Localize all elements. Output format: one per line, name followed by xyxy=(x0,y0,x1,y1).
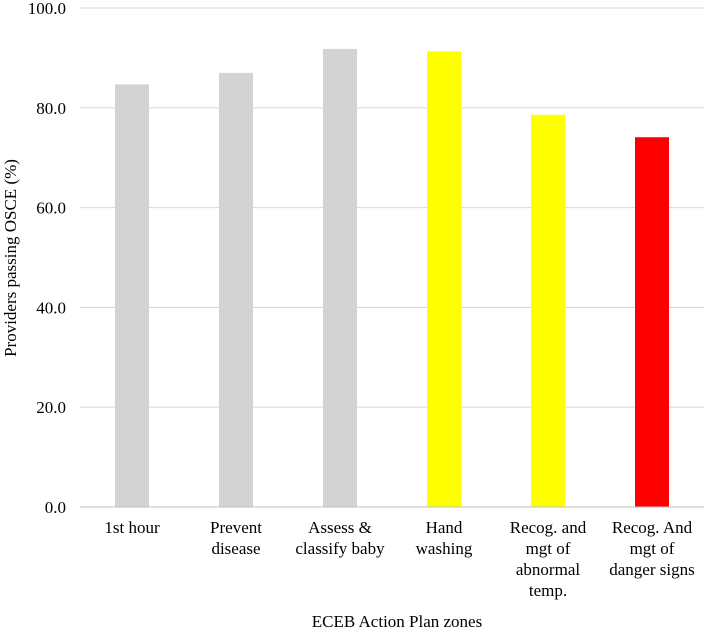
x-category-label-line: temp. xyxy=(529,581,567,600)
x-category-label-line: Prevent xyxy=(210,518,262,537)
bar xyxy=(635,137,669,507)
y-tick-labels: 0.0 20.0 40.0 60.0 80.0 100.0 xyxy=(28,0,66,517)
gridlines xyxy=(80,7,704,408)
x-category-labels: 1st hour Prevent disease Assess & classify b… xyxy=(104,518,694,600)
bar xyxy=(115,84,149,508)
bar xyxy=(219,72,253,508)
x-category-label-line: disease xyxy=(211,539,260,558)
x-category-label-line: Hand xyxy=(426,518,463,537)
bar xyxy=(427,51,461,508)
x-category-label-line: abnormal xyxy=(516,560,580,579)
x-category-label: Hand washing xyxy=(416,518,473,558)
x-category-label: Recog. and mgt of abnormal temp. xyxy=(510,518,587,600)
x-category-label-line: Assess & xyxy=(308,518,372,537)
x-category-label: Assess & classify baby xyxy=(295,518,385,558)
y-tick-label: 60.0 xyxy=(36,199,66,218)
x-category-label-line: Recog. and xyxy=(510,518,587,537)
x-category-label: 1st hour xyxy=(104,518,160,537)
y-tick-label: 80.0 xyxy=(36,99,66,118)
y-tick-label: 100.0 xyxy=(28,0,66,18)
x-category-label-line: mgt of xyxy=(526,539,571,558)
bar xyxy=(323,48,357,507)
bars xyxy=(115,48,669,508)
bar xyxy=(531,114,565,507)
x-category-label-line: washing xyxy=(416,539,473,558)
y-tick-label: 0.0 xyxy=(45,498,66,517)
x-category-label-line: classify baby xyxy=(295,539,385,558)
x-axis-title: ECEB Action Plan zones xyxy=(312,612,482,631)
x-category-label-line: 1st hour xyxy=(104,518,160,537)
y-axis-title: Providers passing OSCE (%) xyxy=(1,159,20,357)
x-category-label: Prevent disease xyxy=(210,518,262,558)
y-tick-label: 20.0 xyxy=(36,398,66,417)
x-category-label: Recog. And mgt of danger signs xyxy=(609,518,694,579)
x-category-label-line: danger signs xyxy=(609,560,694,579)
x-category-label-line: Recog. And xyxy=(612,518,693,537)
y-tick-label: 40.0 xyxy=(36,298,66,317)
x-category-label-line: mgt of xyxy=(630,539,675,558)
